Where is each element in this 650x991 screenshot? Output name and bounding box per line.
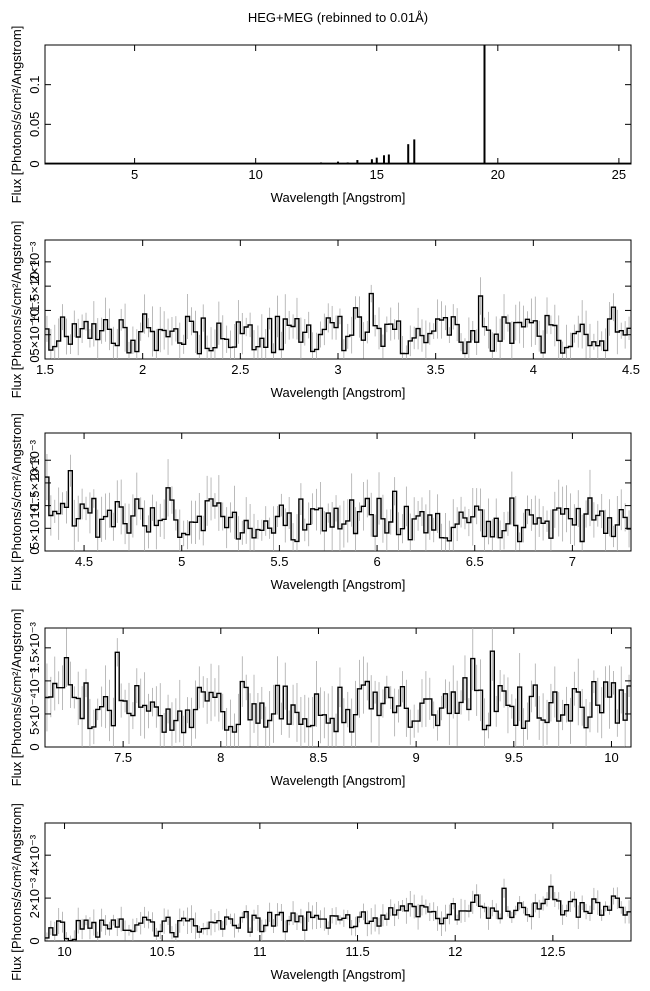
x-axis-label: Wavelength [Angstrom] bbox=[271, 577, 406, 592]
x-tick-label: 6.5 bbox=[466, 554, 484, 569]
x-axis-label: Wavelength [Angstrom] bbox=[271, 967, 406, 982]
x-tick-label: 2 bbox=[139, 362, 146, 377]
x-axis-label: Wavelength [Angstrom] bbox=[271, 385, 406, 400]
x-tick-label: 12.5 bbox=[540, 944, 565, 959]
x-tick-label: 4.5 bbox=[75, 554, 93, 569]
y-tick-label: 0.1 bbox=[27, 76, 42, 94]
y-tick-label: 0 bbox=[27, 937, 42, 944]
x-tick-label: 8 bbox=[217, 750, 224, 765]
y-tick-label: 4×10⁻³ bbox=[27, 834, 42, 875]
y-tick-label: 10⁻³ bbox=[27, 667, 42, 693]
x-tick-label: 10 bbox=[604, 750, 618, 765]
spectrum-line bbox=[45, 470, 631, 543]
x-tick-label: 12 bbox=[448, 944, 462, 959]
chart-panel-4: 7.5 8 8.5 9 9.5 10 0 5×10⁻⁴10⁻³1.5×10⁻³ Waveleng… bbox=[9, 609, 632, 788]
x-tick-label: 11.5 bbox=[345, 944, 369, 959]
x-tick-label: 5 bbox=[178, 554, 185, 569]
x-tick-label: 15 bbox=[370, 167, 384, 182]
x-tick-label: 10 bbox=[248, 167, 262, 182]
x-tick-label: 1.5 bbox=[36, 362, 54, 377]
x-tick-label: 3 bbox=[334, 362, 341, 377]
y-tick-label: 10⁻³ bbox=[27, 297, 42, 323]
x-tick-label: 11 bbox=[253, 944, 267, 959]
figure-title: HEG+MEG (rebinned to 0.01Å) bbox=[248, 10, 428, 25]
x-axis-label: Wavelength [Angstrom] bbox=[271, 773, 406, 788]
y-axis-label: Flux [Photons/s/cm²/Angstrom] bbox=[9, 803, 24, 981]
y-tick-label: 1.5×10⁻³ bbox=[27, 622, 42, 674]
plot-frame bbox=[44, 432, 632, 552]
y-tick-label: 2×10⁻³ bbox=[27, 241, 42, 282]
x-tick-label: 4.5 bbox=[622, 362, 640, 377]
spectrum-line bbox=[45, 885, 631, 942]
x-tick-label: 10 bbox=[57, 944, 71, 959]
y-tick-label: 5×10⁻⁴ bbox=[27, 693, 42, 735]
spectrum-line bbox=[45, 292, 631, 355]
y-tick-label: 1.5×10⁻³ bbox=[27, 457, 42, 509]
spectrum-series bbox=[45, 874, 631, 942]
x-tick-label: 2.5 bbox=[231, 362, 249, 377]
y-tick-label: 0 bbox=[27, 160, 42, 167]
spectrum-series bbox=[45, 628, 631, 747]
y-tick-label: 1.5×10⁻³ bbox=[27, 260, 42, 312]
spectrum-series bbox=[45, 277, 631, 359]
x-tick-label: 7 bbox=[569, 554, 576, 569]
chart-panel-3: 4.5 5 5.5 6 6.5 7 05×10⁻⁴10⁻³1.5×10⁻³2×10⁻³ Wav… bbox=[9, 413, 632, 592]
y-tick-label: 0 bbox=[27, 355, 42, 362]
x-tick-label: 7.5 bbox=[114, 750, 132, 765]
x-tick-label: 10.5 bbox=[150, 944, 175, 959]
plot-frame bbox=[44, 822, 632, 942]
y-tick-label: 0.05 bbox=[27, 112, 42, 137]
plot-frame bbox=[44, 44, 632, 165]
x-tick-label: 8.5 bbox=[309, 750, 327, 765]
chart-panel-2: 1.5 2 2.5 3 3.5 4 4.5 05×10⁻⁴10⁻³1.5×10⁻³2×10⁻³… bbox=[9, 221, 640, 400]
x-tick-label: 9.5 bbox=[505, 750, 523, 765]
y-axis-label: Flux [Photons/s/cm²/Angstrom] bbox=[9, 221, 24, 399]
y-axis-label: Flux [Photons/s/cm²/Angstrom] bbox=[9, 26, 24, 204]
y-axis-label: Flux [Photons/s/cm²/Angstrom] bbox=[9, 609, 24, 787]
chart-panel-5: 10 10.5 11 11.5 12 12.5 0 2×10⁻³ 4×10⁻³ Wavelengt… bbox=[9, 803, 632, 982]
x-tick-label: 20 bbox=[491, 167, 505, 182]
y-tick-label: 10⁻³ bbox=[27, 492, 42, 518]
x-tick-label: 6 bbox=[373, 554, 380, 569]
y-tick-label: 5×10⁻⁴ bbox=[27, 507, 42, 549]
x-tick-label: 3.5 bbox=[427, 362, 445, 377]
spectrum-line bbox=[45, 650, 631, 734]
spectrum-series bbox=[45, 45, 631, 165]
y-tick-label: 5×10⁻⁴ bbox=[27, 314, 42, 356]
y-tick-label: 0 bbox=[27, 743, 42, 750]
y-tick-label: 2×10⁻³ bbox=[27, 877, 42, 918]
x-tick-label: 5.5 bbox=[270, 554, 288, 569]
spectrum-series bbox=[45, 454, 631, 551]
plot-frame bbox=[44, 627, 632, 748]
y-tick-label: 0 bbox=[27, 547, 42, 554]
y-axis-label: Flux [Photons/s/cm²/Angstrom] bbox=[9, 413, 24, 591]
x-tick-label: 4 bbox=[530, 362, 537, 377]
chart-panel-1: 5 10 15 20 25 0 0.05 0.1 Wavelength [Angstrom] Fl… bbox=[9, 26, 632, 205]
x-axis-label: Wavelength [Angstrom] bbox=[271, 190, 406, 205]
x-tick-label: 5 bbox=[131, 167, 138, 182]
x-tick-label: 25 bbox=[612, 167, 626, 182]
y-tick-label: 2×10⁻³ bbox=[27, 439, 42, 480]
x-tick-label: 9 bbox=[413, 750, 420, 765]
